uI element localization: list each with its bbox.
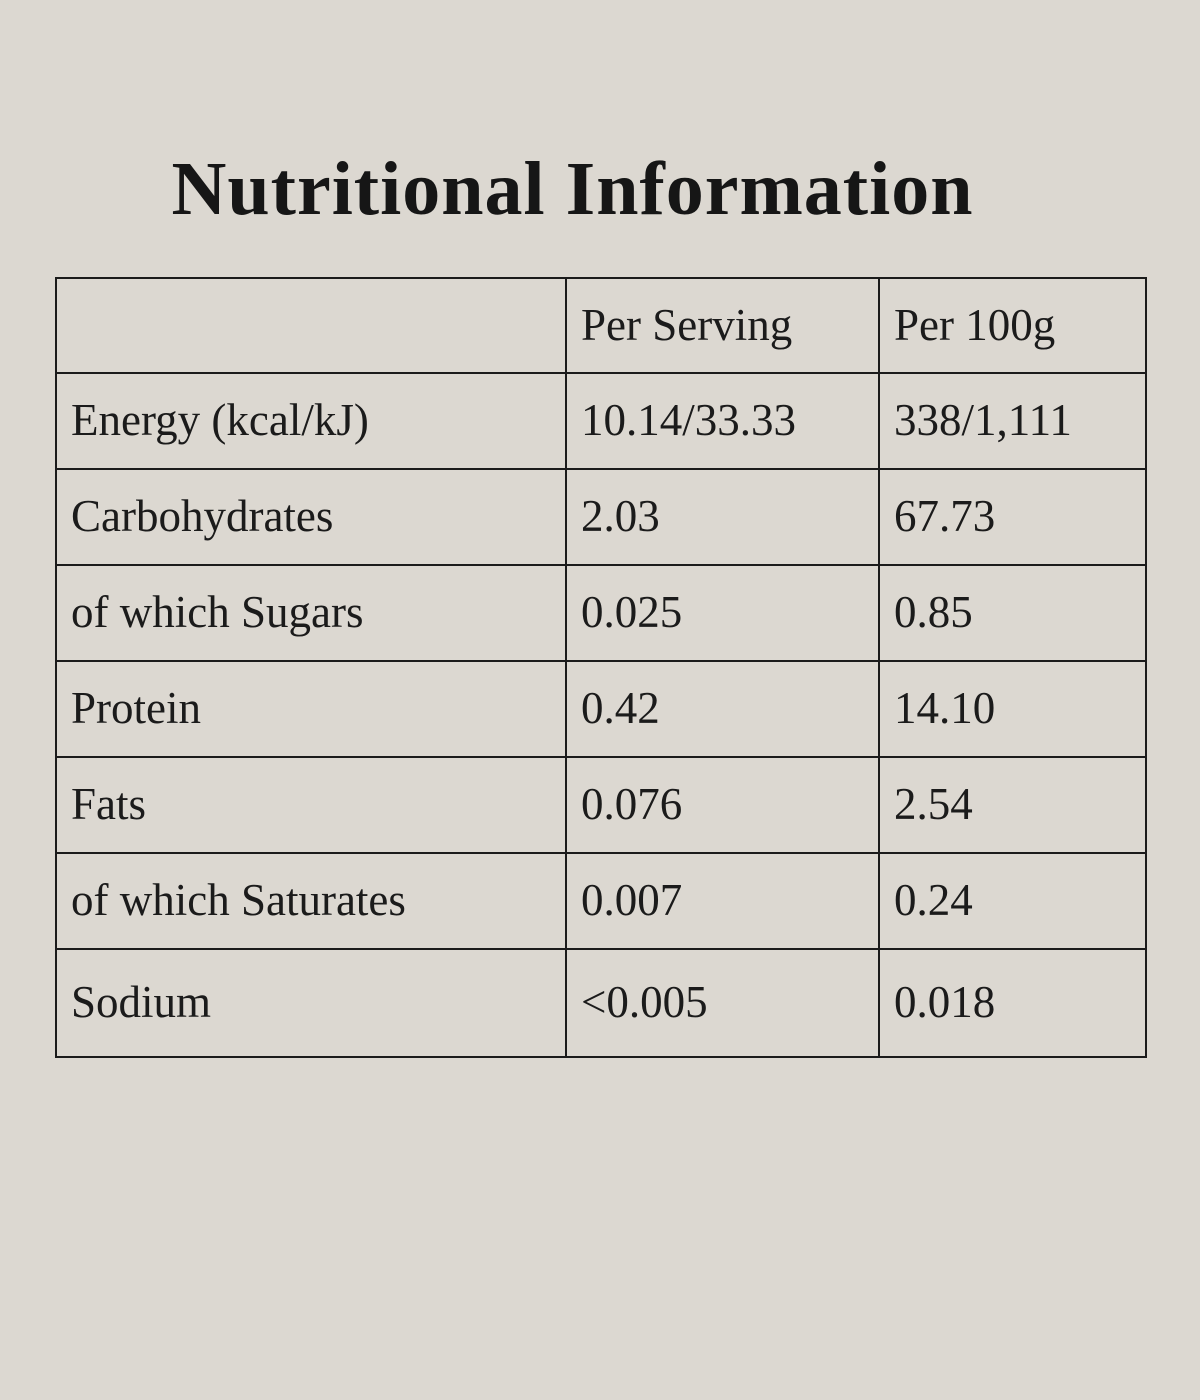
row-label: Protein — [55, 660, 567, 758]
per-serving-value: 0.076 — [565, 756, 880, 854]
row-label: Fats — [55, 756, 567, 854]
row-label: of which Saturates — [55, 852, 567, 950]
per-serving-value: 10.14/33.33 — [565, 372, 880, 470]
per-100g-value: 14.10 — [878, 660, 1147, 758]
per-100g-value: 67.73 — [878, 468, 1147, 566]
header-empty-cell — [55, 277, 567, 374]
table-row-fats: Fats 0.076 2.54 — [55, 756, 1147, 854]
per-100g-value: 2.54 — [878, 756, 1147, 854]
header-per-100g: Per 100g — [878, 277, 1147, 374]
table-header-row: Per Serving Per 100g — [55, 277, 1147, 374]
table-row-carbohydrates: Carbohydrates 2.03 67.73 — [55, 468, 1147, 566]
per-serving-value: <0.005 — [565, 948, 880, 1058]
nutrition-table: Per Serving Per 100g Energy (kcal/kJ) 10… — [55, 277, 1147, 1058]
table-row-energy: Energy (kcal/kJ) 10.14/33.33 338/1,111 — [55, 372, 1147, 470]
per-serving-value: 0.007 — [565, 852, 880, 950]
per-100g-value: 0.24 — [878, 852, 1147, 950]
per-serving-value: 0.025 — [565, 564, 880, 662]
table-row-sodium: Sodium <0.005 0.018 — [55, 948, 1147, 1058]
page-title: Nutritional Information — [171, 147, 974, 231]
row-label: Sodium — [55, 948, 567, 1058]
row-label: Carbohydrates — [55, 468, 567, 566]
header-per-serving: Per Serving — [565, 277, 880, 374]
row-label: Energy (kcal/kJ) — [55, 372, 567, 470]
per-100g-value: 338/1,111 — [878, 372, 1147, 470]
table-row-sugars: of which Sugars 0.025 0.85 — [55, 564, 1147, 662]
per-100g-value: 0.018 — [878, 948, 1147, 1058]
row-label: of which Sugars — [55, 564, 567, 662]
per-serving-value: 0.42 — [565, 660, 880, 758]
per-serving-value: 2.03 — [565, 468, 880, 566]
table-row-saturates: of which Saturates 0.007 0.24 — [55, 852, 1147, 950]
per-100g-value: 0.85 — [878, 564, 1147, 662]
table-row-protein: Protein 0.42 14.10 — [55, 660, 1147, 758]
